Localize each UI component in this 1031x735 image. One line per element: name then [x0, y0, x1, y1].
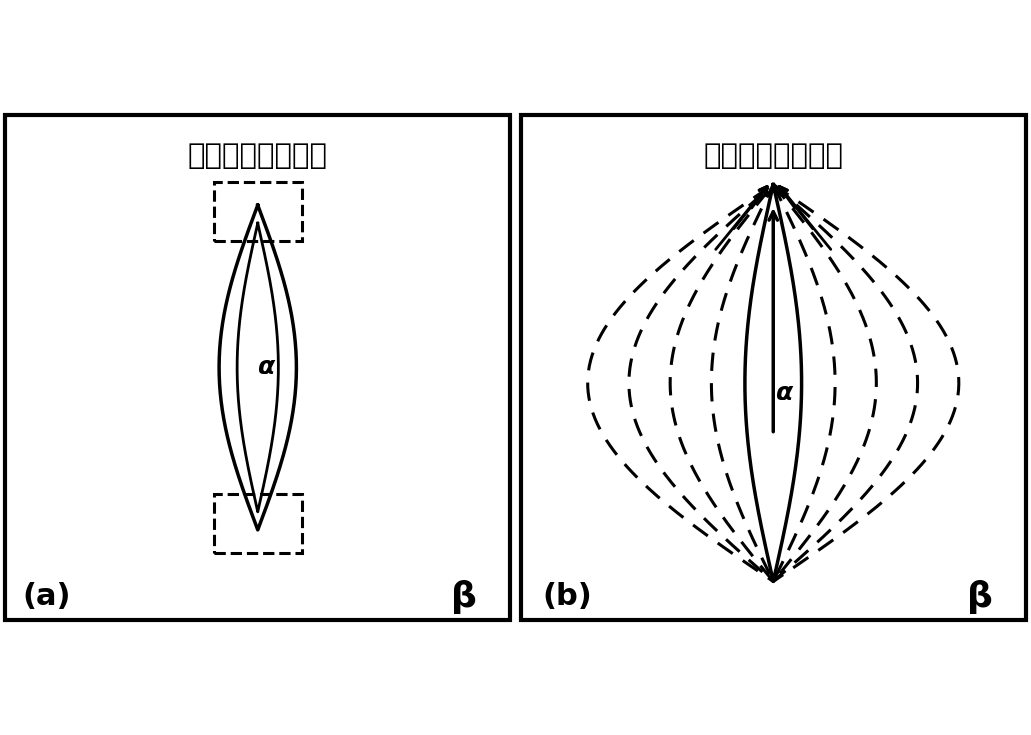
Text: 电流的瞬时不均匀: 电流的瞬时不均匀	[703, 142, 843, 170]
Text: α: α	[257, 356, 274, 379]
Text: (a): (a)	[22, 582, 71, 612]
Bar	[214, 182, 301, 241]
Text: α: α	[775, 381, 792, 405]
Text: β: β	[966, 580, 993, 614]
Text: 尖端能量集中区域: 尖端能量集中区域	[188, 142, 328, 170]
Bar	[214, 494, 301, 553]
Text: (b): (b)	[542, 582, 592, 612]
Text: β: β	[451, 580, 477, 614]
